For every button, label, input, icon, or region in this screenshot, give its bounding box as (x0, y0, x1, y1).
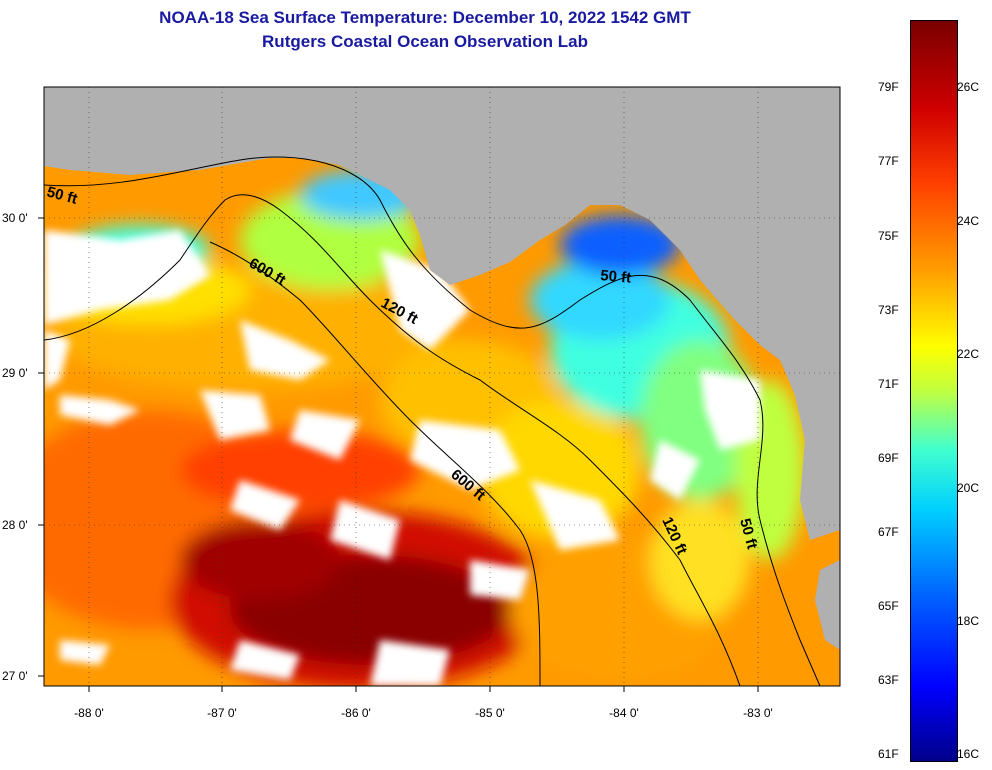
scale-label-18c: 18C (957, 614, 980, 628)
scale-label-67f: 67F (878, 525, 899, 539)
lat-label-28: 28 0' (2, 518, 28, 532)
sst-map: 50 ft 600 ft 120 ft 50 ft 600 ft 120 ft … (38, 86, 841, 692)
lon-label-86: -86 0' (341, 706, 371, 720)
title-line-1: NOAA-18 Sea Surface Temperature: Decembe… (159, 8, 691, 27)
axis-ticks (38, 217, 759, 692)
lon-label-88: -88 0' (74, 706, 104, 720)
bathymetry-contours (44, 156, 821, 686)
scale-label-75f: 75F (878, 229, 899, 243)
lon-label-84: -84 0' (609, 706, 639, 720)
scale-label-65f: 65F (878, 599, 899, 613)
title-line-2: Rutgers Coastal Ocean Observation Lab (262, 32, 588, 51)
scale-label-61f: 61F (878, 747, 899, 761)
scale-label-20c: 20C (957, 481, 980, 495)
lon-label-85: -85 0' (475, 706, 505, 720)
land-mass (44, 87, 840, 540)
scale-label-24c: 24C (957, 214, 980, 228)
contour-label-50ft-east: 50 ft (600, 267, 632, 287)
lat-label-30: 30 0' (2, 211, 28, 225)
lat-label-29: 29 0' (2, 366, 28, 380)
color-scale-bar (910, 20, 958, 762)
scale-label-77f: 77F (878, 154, 899, 168)
scale-label-63f: 63F (878, 673, 899, 687)
scale-label-16c: 16C (957, 747, 980, 761)
scale-label-71f: 71F (878, 377, 899, 391)
lat-label-27: 27 0' (2, 669, 28, 683)
scale-label-69f: 69F (878, 451, 899, 465)
land-fl-lower (815, 560, 840, 650)
map-frame (43, 86, 841, 687)
scale-label-79f: 79F (878, 80, 899, 94)
sst-field (44, 170, 805, 686)
lon-label-83: -83 0' (743, 706, 773, 720)
scale-label-26c: 26C (957, 80, 980, 94)
cloud-mask (44, 230, 760, 686)
lon-label-87: -87 0' (207, 706, 237, 720)
scale-label-22c: 22C (957, 347, 980, 361)
scale-label-73f: 73F (878, 303, 899, 317)
